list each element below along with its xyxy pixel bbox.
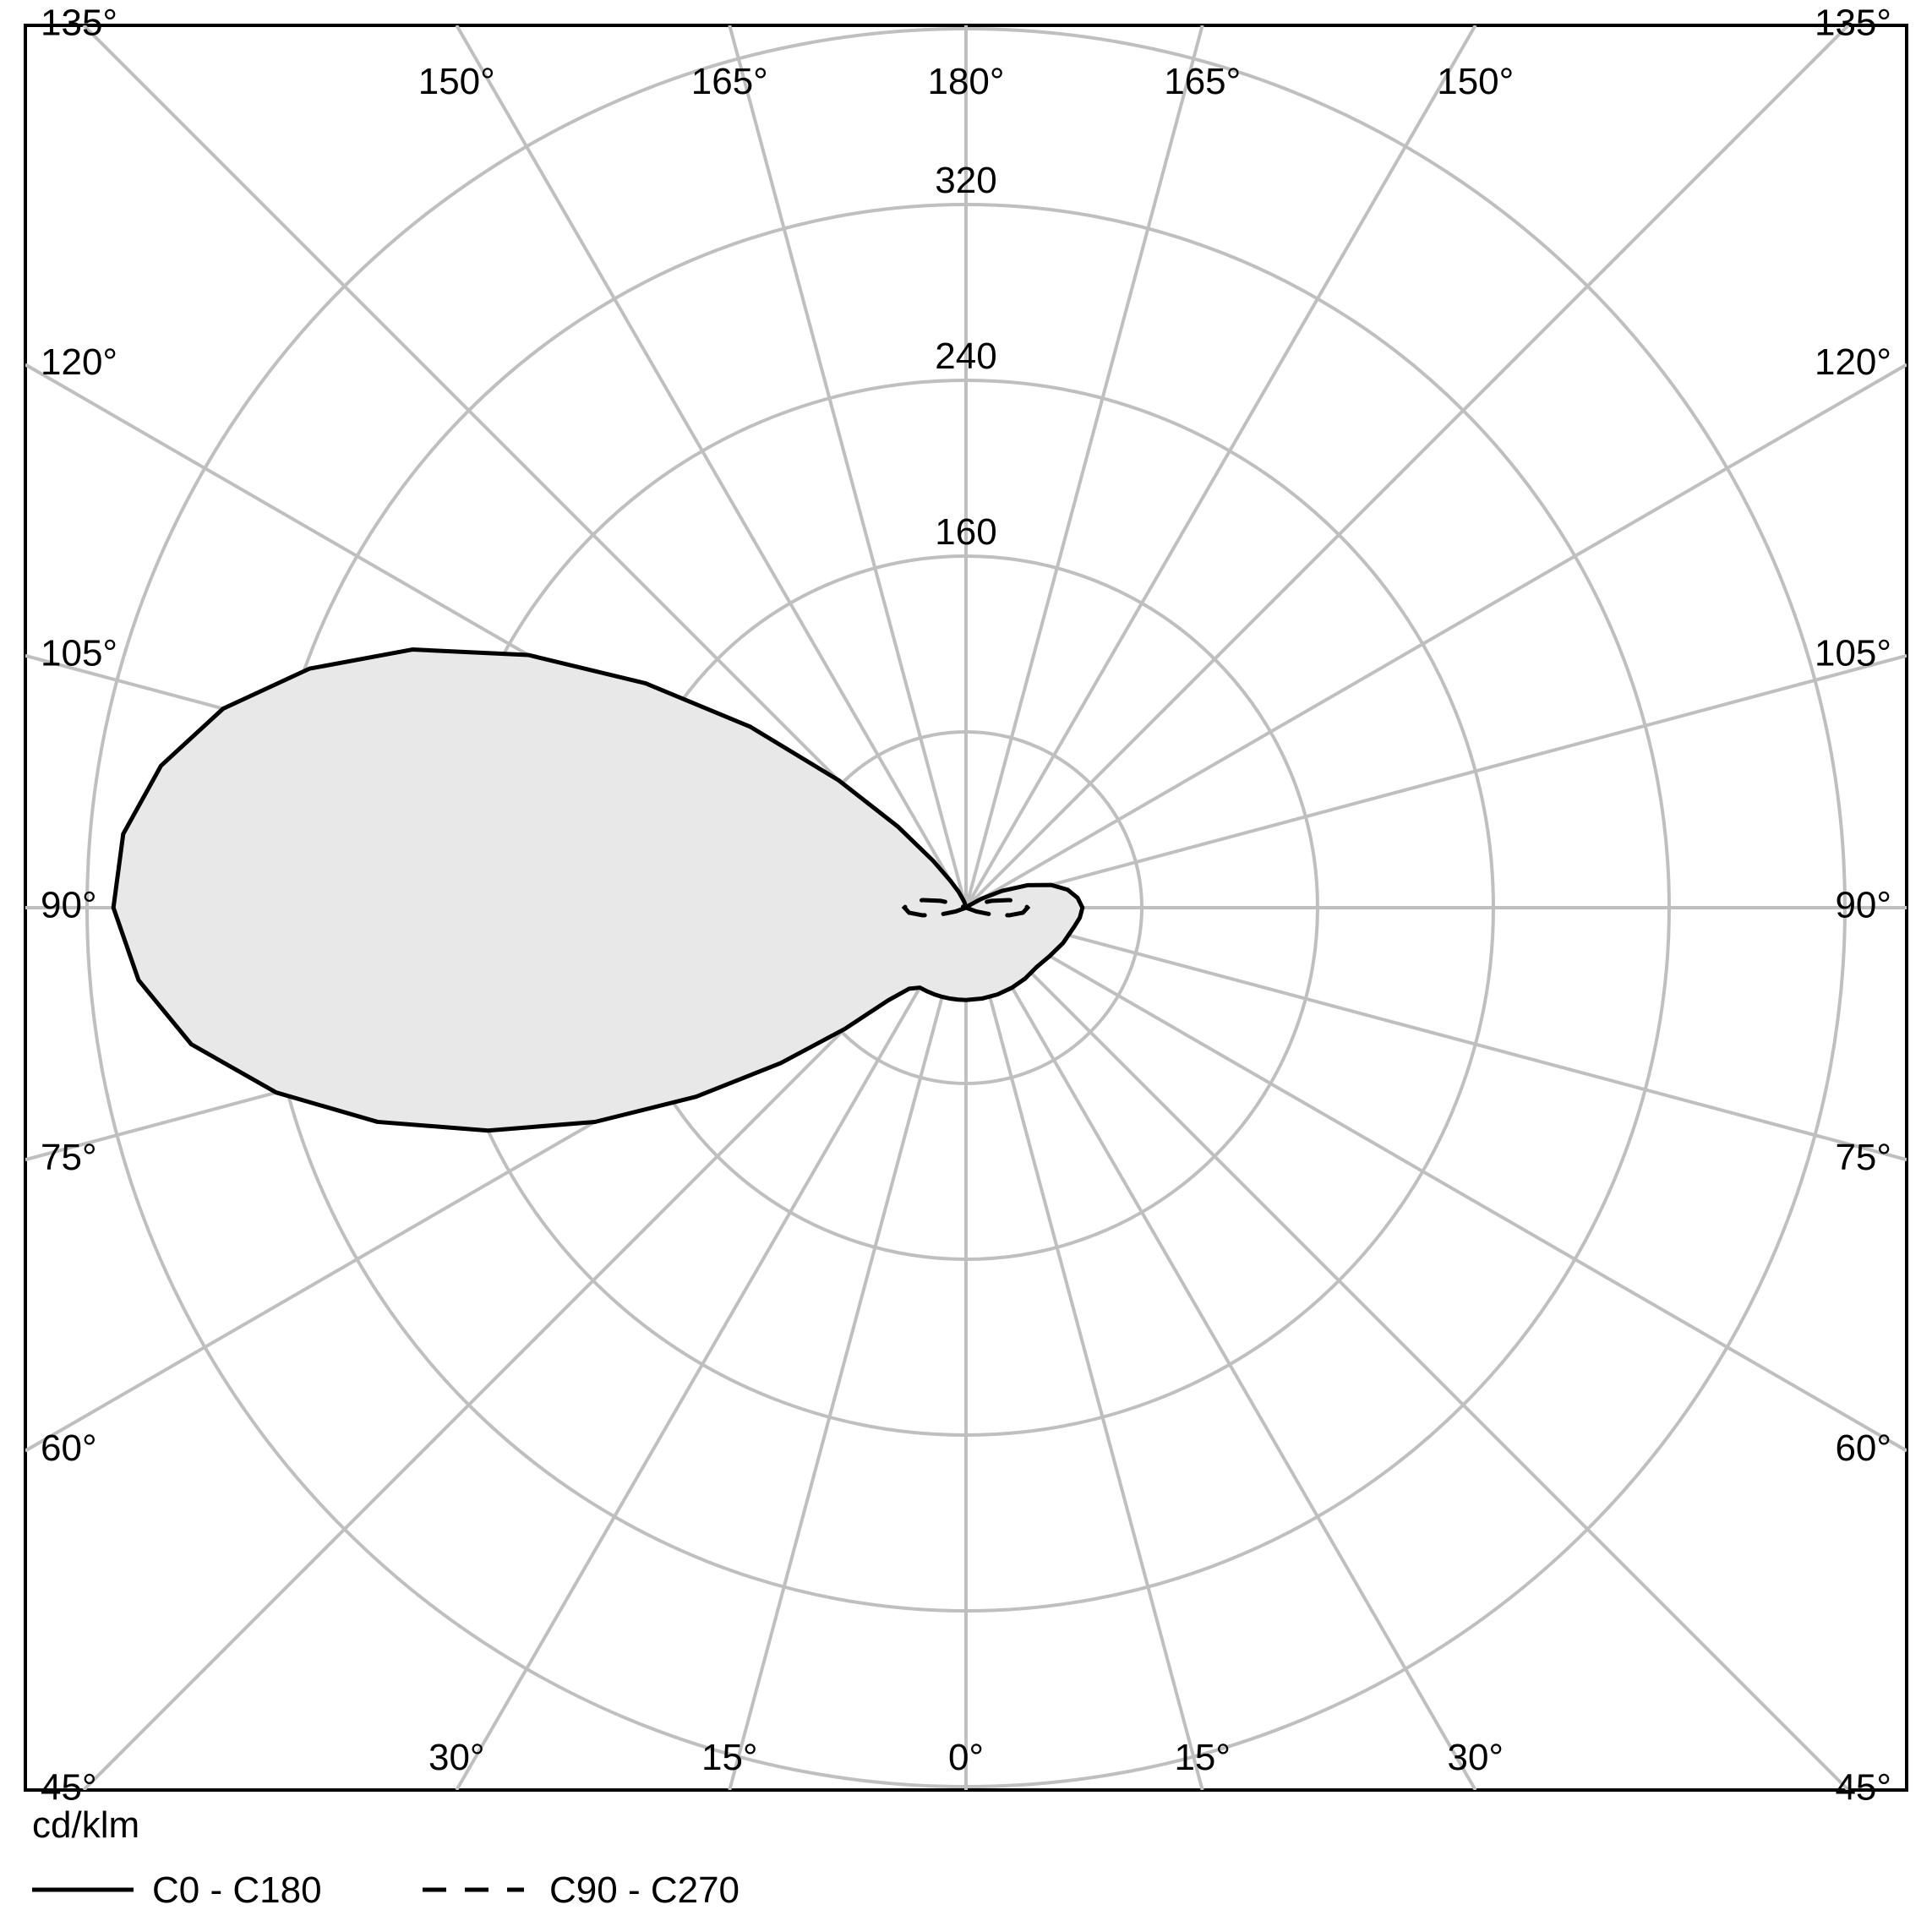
angle-label: 30° — [1447, 1737, 1504, 1778]
angle-label: 90° — [41, 885, 97, 926]
chart-svg: 160 240 320 135° 120° 105° 90° 75° 60° 45° 135° 120… — [0, 0, 1932, 1932]
angle-label: 90° — [1835, 885, 1891, 926]
angle-label: 120° — [41, 341, 117, 383]
angle-label: 105° — [1815, 632, 1891, 674]
angle-label: 30° — [428, 1737, 485, 1778]
angle-label: 15° — [1174, 1737, 1231, 1778]
legend-label-c90: C90 - C270 — [549, 1869, 740, 1911]
legend-unit: cd/klm — [32, 1804, 139, 1846]
angle-label: 150° — [418, 61, 495, 102]
angle-label: 60° — [41, 1427, 97, 1469]
legend-label-c0: C0 - C180 — [152, 1869, 322, 1911]
angle-label: 75° — [1835, 1137, 1891, 1178]
angle-label: 165° — [1164, 61, 1241, 102]
angle-label: 150° — [1437, 61, 1514, 102]
angle-label: 180° — [927, 61, 1004, 102]
ring-label: 160 — [935, 511, 996, 553]
curve-c0-c180 — [113, 650, 1083, 1131]
angle-label: 105° — [41, 632, 117, 674]
angle-label: 0° — [948, 1737, 984, 1778]
angle-label: 45° — [1835, 1767, 1891, 1809]
angle-label: 165° — [691, 61, 768, 102]
ring-label: 240 — [935, 336, 996, 377]
ring-label: 320 — [935, 160, 996, 201]
angle-label: 15° — [701, 1737, 758, 1778]
angle-label: 75° — [41, 1137, 97, 1178]
polar-photometric-chart: { "chart": { "type": "polar-photometric"… — [0, 0, 1932, 1932]
angle-label: 45° — [41, 1767, 97, 1809]
angle-label: 120° — [1815, 341, 1891, 383]
angle-label: 135° — [1815, 3, 1891, 44]
angle-label: 135° — [41, 3, 117, 44]
angle-label: 60° — [1835, 1427, 1891, 1469]
